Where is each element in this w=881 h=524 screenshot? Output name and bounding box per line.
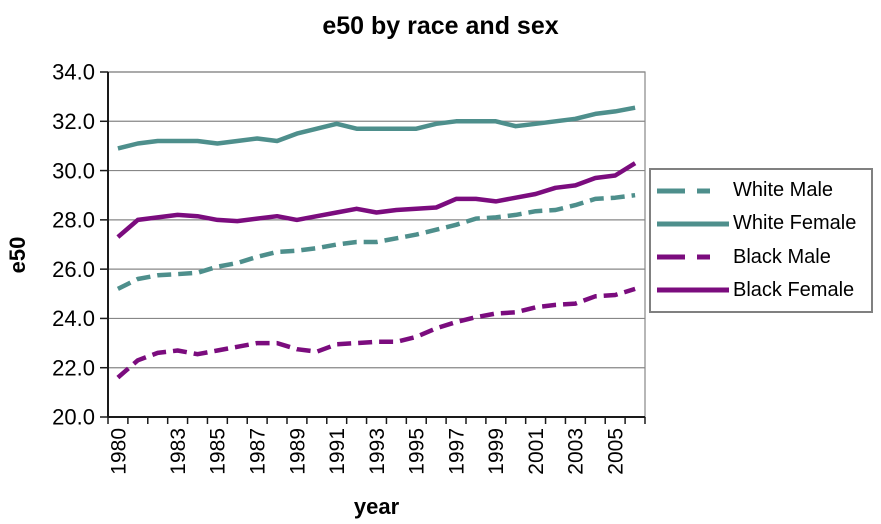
series-line-black-female xyxy=(116,161,637,239)
x-tick-label: 1985 xyxy=(207,428,230,475)
legend-item-black-male: Black Male xyxy=(655,246,869,269)
legend-label: Black Male xyxy=(733,245,831,268)
y-tick-label: 32.0 xyxy=(52,109,95,134)
x-tick-label: 2005 xyxy=(605,428,628,475)
plot-border xyxy=(107,71,646,418)
x-tick-label: 1987 xyxy=(247,428,270,475)
x-tick-label: 1980 xyxy=(107,428,130,475)
y-tick-label: 28.0 xyxy=(52,208,95,233)
x-axis-title: year xyxy=(353,494,400,519)
legend-label: Black Female xyxy=(733,278,855,301)
series-line-white-female xyxy=(117,105,636,151)
x-tick-label: 1991 xyxy=(326,428,349,475)
x-tick-label: 1989 xyxy=(286,428,309,475)
legend-line-sample xyxy=(657,287,729,293)
y-tick-label: 26.0 xyxy=(52,257,95,282)
x-tick-label: 1995 xyxy=(406,428,429,475)
y-axis-title: e50 xyxy=(5,236,30,274)
x-tick-label: 1983 xyxy=(167,428,190,475)
series-line-black-male xyxy=(116,286,636,380)
y-tick-label: 34.0 xyxy=(52,60,95,85)
legend-label: White Male xyxy=(733,179,834,202)
x-tick-label: 2001 xyxy=(525,428,548,475)
legend-line-sample xyxy=(657,221,729,227)
legend-item-white-female: White Female xyxy=(655,212,869,235)
x-tick-label: 2003 xyxy=(565,428,588,475)
legend: White Male White Female Black Male Black Fe… xyxy=(649,168,873,313)
y-tick-label: 22.0 xyxy=(52,355,95,380)
y-tick-label: 24.0 xyxy=(52,306,95,331)
x-tick-label: 1999 xyxy=(485,428,508,475)
chart-title: e50 by race and sex xyxy=(322,12,559,40)
legend-label: White Female xyxy=(733,212,857,235)
legend-line-sample xyxy=(657,188,729,194)
x-tick-label: 1997 xyxy=(445,428,468,475)
y-tick-label: 20.0 xyxy=(52,405,95,430)
series-line-white-male xyxy=(116,192,636,291)
legend-item-black-female: Black Female xyxy=(655,279,869,302)
x-tick-label: 1993 xyxy=(366,428,389,475)
legend-item-white-male: White Male xyxy=(655,179,869,202)
y-tick-label: 30.0 xyxy=(52,158,95,183)
legend-line-sample xyxy=(657,254,729,260)
